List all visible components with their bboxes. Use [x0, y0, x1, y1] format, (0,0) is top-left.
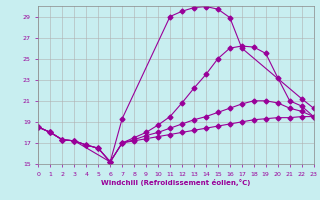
- X-axis label: Windchill (Refroidissement éolien,°C): Windchill (Refroidissement éolien,°C): [101, 179, 251, 186]
